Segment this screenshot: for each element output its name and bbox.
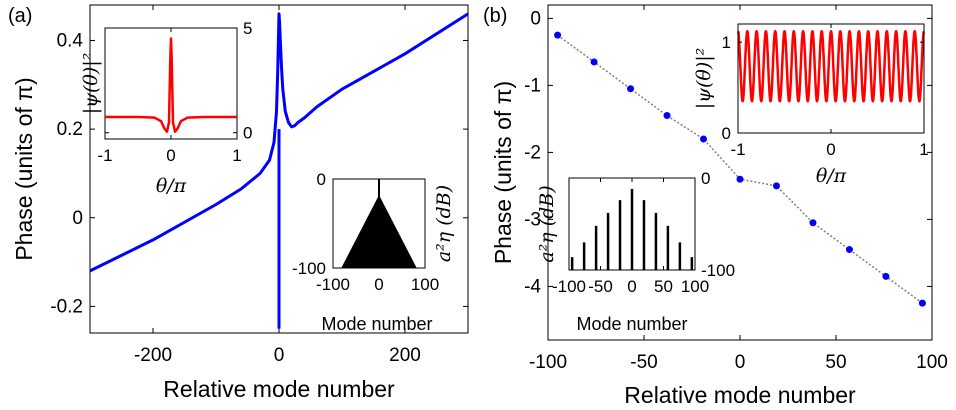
b-inset-wavefunction-xlabel: θ/π [816,165,847,187]
b-main-phase-point [627,85,635,93]
b-main-xtick-label: 0 [735,352,746,373]
a-inset-wavefunction-xtick-label: -1 [97,146,112,165]
b-inset-wavefunction-xtick-label: 0 [826,140,835,159]
a-inset-spectrum-xtick-label: -100 [316,275,350,294]
b-main-phase-point [772,182,780,190]
a-inset-spectrum-xlabel: Mode number [321,314,432,334]
b-main-xtick-label: 100 [916,352,948,373]
b-inset-wavefunction-ylabel: |ψ(θ)|² [693,48,715,110]
a-inset-wavefunction-ytick-label: 5 [243,19,252,38]
b-main-ytick-label: -4 [524,276,541,297]
b-main-ytick-label: 0 [530,8,541,29]
b-inset-spectrum-xtick-label: -100 [552,277,586,296]
a-inset-wavefunction-xtick-label: 1 [232,146,241,165]
panel-label-b: (b) [483,5,507,27]
a-inset-spectrum-ytick-label: 0 [317,170,326,189]
a-inset-spectrum-xtick-label: 0 [374,275,383,294]
a-inset-wavefunction-xtick-label: 0 [166,146,175,165]
b-inset-wavefunction-ytick-label: 1 [722,33,731,52]
b-inset-wavefunction-xtick-label: -1 [730,140,745,159]
b-main-phase-point [845,246,853,254]
b-main-ytick-label: -2 [524,142,541,163]
b-main-ylabel: Phase (units of π) [490,81,516,264]
b-main-phase-point [882,272,890,280]
a-main-ytick-label: 0 [72,208,83,229]
b-main-phase-point [663,112,671,120]
b-main-xlabel: Relative mode number [624,382,856,408]
b-inset-wavefunction-curve [736,30,926,103]
b-inset-wavefunction-xtick-label: 1 [919,140,928,159]
a-main-xtick-label: 0 [274,345,285,366]
a-main-ytick-label: 0.2 [57,119,83,140]
chart-a-main: -200 0 200 -0.2 0 0.2 0.4 Relative mode number P… [11,4,469,402]
a-inset-wavefunction-ylabel: |ψ(θ)|² [80,53,102,115]
b-inset-wavefunction-ytick-label: 0 [722,124,731,143]
b-main-phase-point [590,58,598,66]
b-main-ytick-label: -3 [524,209,541,230]
b-main-phase-point [700,135,708,143]
b-inset-spectrum-xtick-label: 100 [681,277,709,296]
a-main-ytick-label: -0.2 [50,296,83,317]
b-main-xtick-label: -100 [529,352,567,373]
b-inset-spectrum-ylabel: a²η (dB) [536,185,558,262]
b-main-xtick-label: -50 [630,352,657,373]
a-inset-spectrum-xtick-label: 100 [411,275,439,294]
a-main-xtick-label: -200 [134,345,172,366]
b-main-phase-point [809,219,817,227]
b-inset-spectrum-xtick-label: 50 [654,277,673,296]
b-inset-spectrum-xtick-label: 0 [627,277,636,296]
a-inset-spectrum-ylabel: a²η (dB) [433,185,455,262]
b-inset-spectrum-xlabel: Mode number [576,314,687,334]
b-main-phase-point [554,31,562,39]
b-inset-spectrum-xtick-label: -50 [588,277,613,296]
a-main-ylabel: Phase (units of π) [11,77,37,260]
b-inset-spectrum-ytick-label: 0 [701,169,710,188]
b-main-phase-point [918,299,926,307]
panel-label-a: (a) [8,5,32,27]
b-main-ytick-label: -1 [524,75,541,96]
chart-a-inset-spectrum: -100 0 100 0 -100 Mode number a²η (dB) [292,170,455,334]
a-main-xtick-label: 200 [389,345,421,366]
a-main-ytick-label: 0.4 [57,30,84,51]
a-main-xlabel: Relative mode number [163,376,395,402]
b-inset-spectrum-ytick-label: -100 [701,261,735,280]
a-inset-wavefunction-xlabel: θ/π [156,175,187,197]
a-inset-wavefunction-curve [105,37,237,133]
b-main-xtick-label: 50 [825,352,846,373]
a-inset-wavefunction-ytick-label: 0 [243,124,252,143]
a-inset-spectrum-ytick-label: -100 [292,259,326,278]
a-main-phase-curve [89,12,469,273]
b-main-phase-point [736,175,744,183]
